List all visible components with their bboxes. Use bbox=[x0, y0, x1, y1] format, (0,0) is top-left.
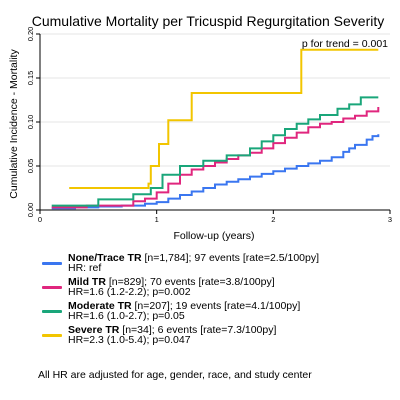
legend-hr: HR=1.6 (1.2-2.2); p=0.002 bbox=[68, 286, 191, 298]
legend-item-none-trace: None/Trace TR [n=1,784]; 97 events [rate… bbox=[42, 253, 396, 273]
legend-swatch-moderate bbox=[42, 310, 62, 313]
legend-line-1: Moderate TR [n=207]; 19 events [rate=4.1… bbox=[68, 300, 396, 312]
legend-details: [n=1,784]; 97 events [rate=2.5/100py] bbox=[144, 252, 320, 264]
legend-name: Moderate TR bbox=[68, 300, 132, 312]
legend: None/Trace TR [n=1,784]; 97 events [rate… bbox=[42, 253, 396, 349]
legend-name: None/Trace TR bbox=[68, 252, 142, 264]
legend-details: [n=829]; 70 events [rate=3.8/100py] bbox=[108, 276, 275, 288]
series-line-none-trace-tr bbox=[51, 134, 380, 210]
legend-swatch-severe bbox=[42, 334, 62, 337]
series-line-moderate-tr bbox=[51, 96, 379, 207]
legend-item-severe: Severe TR [n=34]; 6 events [rate=7.3/100… bbox=[42, 325, 396, 345]
legend-line-1: None/Trace TR [n=1,784]; 97 events [rate… bbox=[68, 252, 396, 264]
legend-details: [n=34]; 6 events [rate=7.3/100py] bbox=[122, 324, 277, 336]
legend-name: Mild TR bbox=[68, 276, 106, 288]
y-tick-label-0: 0.00 bbox=[26, 203, 35, 218]
p-trend-annotation: p for trend = 0.001 bbox=[302, 38, 388, 50]
y-axis-label: Cumulative Incidence - Mortality bbox=[8, 49, 20, 199]
plot-area: 0.00 0.05 0.10 0.15 0.20 0 1 2 3 bbox=[26, 27, 392, 224]
legend-item-moderate: Moderate TR [n=207]; 19 events [rate=4.1… bbox=[42, 301, 396, 321]
x-tick-label-0: 0 bbox=[38, 215, 42, 224]
series-line-severe-tr bbox=[69, 48, 379, 189]
legend-details: [n=207]; 19 events [rate=4.1/100py] bbox=[134, 300, 301, 312]
legend-item-mild: Mild TR [n=829]; 70 events [rate=3.8/100… bbox=[42, 277, 396, 297]
legend-hr: HR=2.3 (1.0-5.4); p=0.047 bbox=[68, 334, 191, 346]
x-tick-label-3: 3 bbox=[388, 215, 392, 224]
footnote: All HR are adjusted for age, gender, rac… bbox=[38, 369, 312, 381]
y-tick-label-1: 0.05 bbox=[26, 159, 35, 174]
legend-swatch-mild bbox=[42, 286, 62, 289]
x-tick-label-2: 2 bbox=[271, 215, 275, 224]
y-tick-label-3: 0.15 bbox=[26, 71, 35, 86]
chart-title: Cumulative Mortality per Tricuspid Regur… bbox=[32, 13, 384, 29]
legend-swatch-none-trace bbox=[42, 262, 62, 265]
legend-line-1: Severe TR [n=34]; 6 events [rate=7.3/100… bbox=[68, 324, 396, 336]
y-tick-label-2: 0.10 bbox=[26, 115, 35, 130]
legend-hr: HR: ref bbox=[68, 262, 102, 274]
x-axis-label: Follow-up (years) bbox=[173, 230, 254, 242]
legend-line-1: Mild TR [n=829]; 70 events [rate=3.8/100… bbox=[68, 276, 396, 288]
mortality-chart: Cumulative Mortality per Tricuspid Regur… bbox=[8, 13, 392, 242]
legend-name: Severe TR bbox=[68, 324, 120, 336]
x-tick-label-1: 1 bbox=[155, 215, 159, 224]
y-tick-label-4: 0.20 bbox=[26, 27, 35, 42]
legend-hr: HR=1.6 (1.0-2.7); p=0.05 bbox=[68, 310, 185, 322]
